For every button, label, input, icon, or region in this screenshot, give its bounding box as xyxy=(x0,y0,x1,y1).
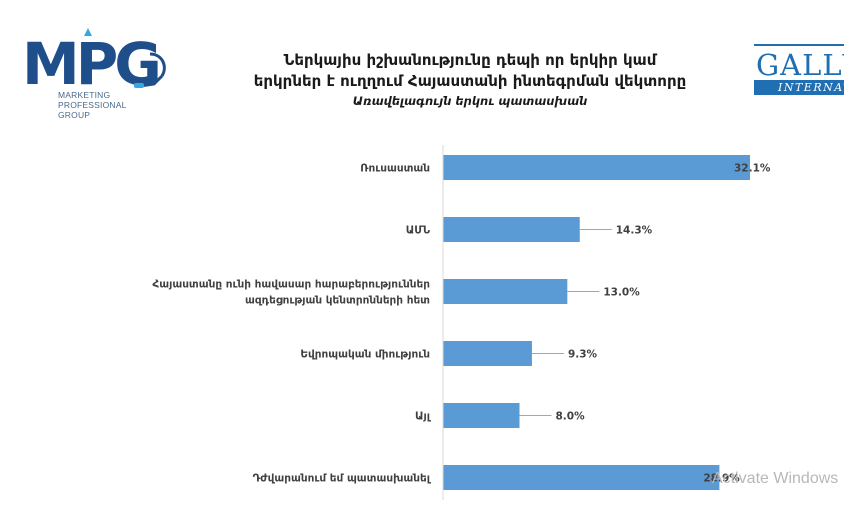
leader-lines-group xyxy=(519,229,612,416)
mpg-tagline: MARKETING PROFESSIONAL GROUP xyxy=(58,90,127,120)
data-labels-group: 32.1% 14.3% 13.0% 9.3% 8.0% 28.9% xyxy=(556,163,771,485)
category-label: Եվրոպական միություն xyxy=(300,349,430,361)
data-label: 8.0% xyxy=(556,411,586,423)
category-label: Դժվարանում եմ պատասխանել xyxy=(253,473,432,485)
category-label: ազդեցության կենտրոնների հետ xyxy=(245,295,430,307)
gallup-rule xyxy=(754,44,844,46)
gallup-band: INTERNATIONAL xyxy=(754,80,844,95)
category-label: Ռուսաստան xyxy=(360,163,430,175)
headset-icon xyxy=(139,52,166,88)
bars-group xyxy=(443,155,750,490)
category-label: ԱՄՆ xyxy=(406,225,431,237)
category-label: Այլ xyxy=(415,411,432,423)
mpg-accent-icon xyxy=(84,28,92,36)
mpg-logo: MPG MARKETING PROFESSIONAL GROUP xyxy=(22,28,182,128)
mpg-logo-mark: MPG xyxy=(22,28,166,98)
bar xyxy=(443,465,720,490)
bar xyxy=(443,155,750,180)
data-label: 32.1% xyxy=(734,163,771,175)
gallup-logo: GALLUP INTERNATIONAL xyxy=(754,44,844,96)
category-label: Հայաստանը ունի հավասար հարաբերություններ xyxy=(152,279,430,291)
bar xyxy=(443,217,580,242)
headset-mic-icon xyxy=(134,83,144,88)
chart-subtitle: Առավելագույն երկու պատասխան xyxy=(352,94,588,108)
chart-title: Ներկայիս իշխանությունը դեպի որ երկիր կամ… xyxy=(190,50,750,92)
data-label: 28.9% xyxy=(703,473,740,485)
bar xyxy=(443,341,532,366)
gallup-word: GALLUP xyxy=(756,48,844,82)
bar xyxy=(443,403,520,428)
category-labels-group: Ռուսաստան ԱՄՆ Հայաստանը ունի հավասար հարաբ… xyxy=(152,163,431,485)
chart-title-line: երկրներ է ուղղում Հայաստանի ինտեգրման վե… xyxy=(253,72,687,90)
data-label: 14.3% xyxy=(616,225,653,237)
bar xyxy=(443,279,568,304)
activate-windows-watermark: Activate Windows xyxy=(712,470,839,487)
chart-title-line: Ներկայիս իշխանությունը դեպի որ երկիր կամ xyxy=(283,51,657,69)
data-label: 13.0% xyxy=(603,287,640,299)
data-label: 9.3% xyxy=(568,349,598,361)
